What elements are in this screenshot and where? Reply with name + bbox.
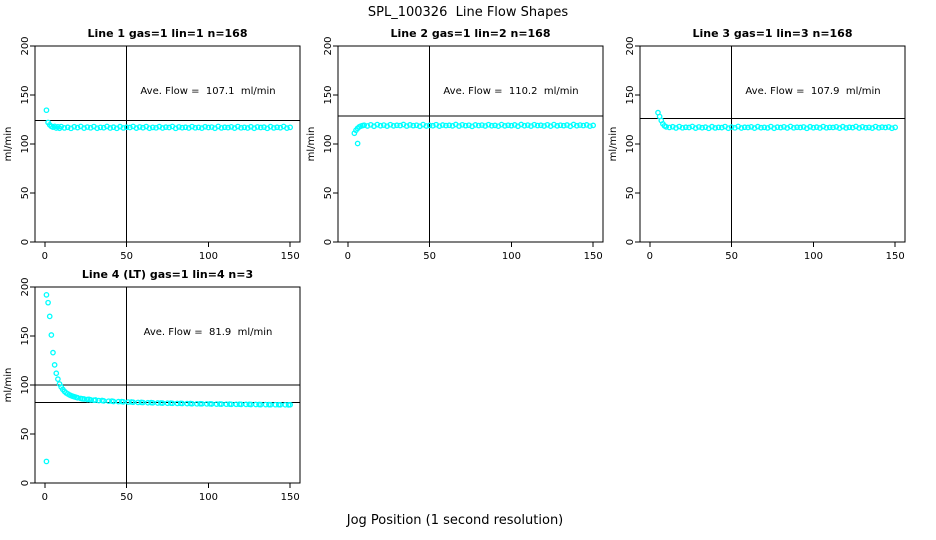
svg-text:100: 100 xyxy=(199,251,218,262)
svg-text:100: 100 xyxy=(199,492,218,503)
svg-text:50: 50 xyxy=(725,251,738,262)
subplot-title-line-3: Line 3 gas=1 lin=3 n=168 xyxy=(692,27,853,40)
svg-text:50: 50 xyxy=(120,492,133,503)
svg-text:200: 200 xyxy=(20,36,31,55)
svg-text:0: 0 xyxy=(20,480,31,486)
svg-text:150: 150 xyxy=(625,85,636,104)
svg-text:50: 50 xyxy=(20,187,31,200)
svg-text:0: 0 xyxy=(42,251,48,262)
ave-flow-annotation-line-2: Ave. Flow = 110.2 ml/min xyxy=(443,86,579,97)
svg-text:50: 50 xyxy=(323,187,334,200)
svg-text:50: 50 xyxy=(20,428,31,441)
svg-text:150: 150 xyxy=(323,85,334,104)
svg-text:150: 150 xyxy=(20,85,31,104)
subplot-title-line-4: Line 4 (LT) gas=1 lin=4 n=3 xyxy=(81,268,254,281)
subplot-title-line-1: Line 1 gas=1 lin=1 n=168 xyxy=(87,27,248,40)
svg-text:100: 100 xyxy=(20,134,31,153)
svg-text:100: 100 xyxy=(323,134,334,153)
ave-flow-annotation-line-4: Ave. Flow = 81.9 ml/min xyxy=(143,327,273,338)
svg-text:200: 200 xyxy=(323,36,334,55)
svg-text:150: 150 xyxy=(20,326,31,345)
svg-text:100: 100 xyxy=(625,134,636,153)
svg-text:0: 0 xyxy=(625,239,636,245)
svg-text:100: 100 xyxy=(804,251,823,262)
svg-text:150: 150 xyxy=(281,492,300,503)
svg-text:0: 0 xyxy=(345,251,351,262)
svg-text:0: 0 xyxy=(647,251,653,262)
svg-text:150: 150 xyxy=(281,251,300,262)
svg-text:200: 200 xyxy=(625,36,636,55)
svg-text:150: 150 xyxy=(584,251,603,262)
svg-text:100: 100 xyxy=(502,251,521,262)
ave-flow-annotation-line-1: Ave. Flow = 107.1 ml/min xyxy=(140,86,276,97)
svg-text:50: 50 xyxy=(423,251,436,262)
svg-text:100: 100 xyxy=(20,375,31,394)
svg-text:200: 200 xyxy=(20,277,31,296)
svg-text:150: 150 xyxy=(886,251,905,262)
figure-title: SPL_100326 Line Flow Shapes xyxy=(367,5,569,20)
subplot-title-line-2: Line 2 gas=1 lin=2 n=168 xyxy=(390,27,551,40)
svg-text:50: 50 xyxy=(625,187,636,200)
svg-text:0: 0 xyxy=(20,239,31,245)
x-axis-label: Jog Position (1 second resolution) xyxy=(346,513,564,528)
svg-text:0: 0 xyxy=(42,492,48,503)
svg-text:0: 0 xyxy=(323,239,334,245)
ave-flow-annotation-line-3: Ave. Flow = 107.9 ml/min xyxy=(745,86,881,97)
svg-text:50: 50 xyxy=(120,251,133,262)
